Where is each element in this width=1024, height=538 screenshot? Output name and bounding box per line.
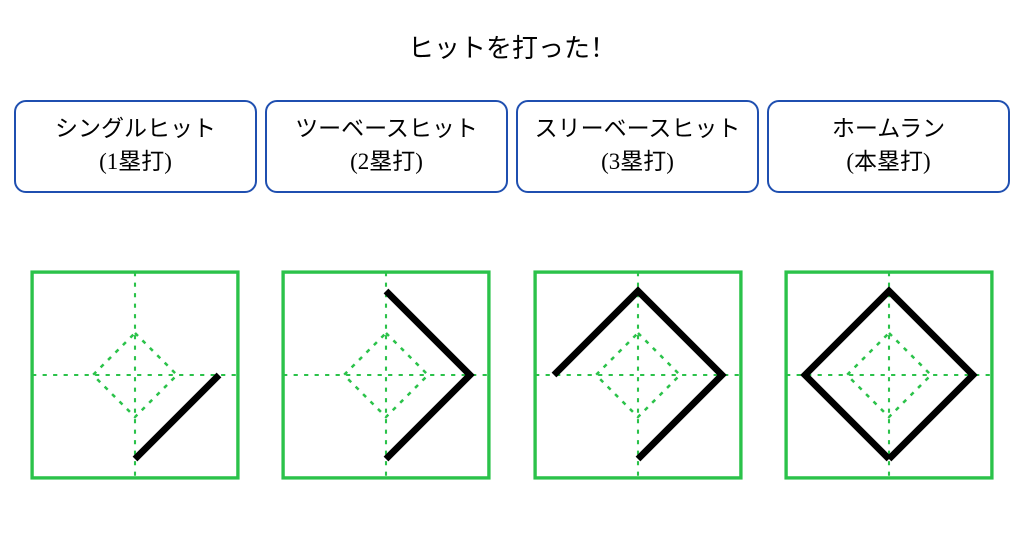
label-double-line2: (2塁打): [350, 149, 423, 174]
label-homerun-line2: (本塁打): [846, 149, 930, 174]
label-triple-line2: (3塁打): [601, 149, 674, 174]
label-single-line1: シングルヒット: [55, 116, 216, 141]
label-double-line1: ツーベースヒット: [295, 116, 478, 141]
label-homerun-line1: ホームラン: [832, 116, 945, 141]
label-single-line2: (1塁打): [99, 149, 172, 174]
page-title: ヒットを打った！: [0, 28, 1024, 65]
diagram-row: [30, 270, 994, 480]
label-homerun: ホームラン (本塁打): [767, 100, 1010, 193]
label-triple: スリーベースヒット (3塁打): [516, 100, 759, 193]
diagram-triple: [533, 270, 743, 480]
label-row: シングルヒット (1塁打) ツーベースヒット (2塁打) スリーベースヒット (…: [14, 100, 1010, 193]
label-double: ツーベースヒット (2塁打): [265, 100, 508, 193]
label-single: シングルヒット (1塁打): [14, 100, 257, 193]
diagram-double: [281, 270, 491, 480]
diagram-single: [30, 270, 240, 480]
diagram-homerun: [784, 270, 994, 480]
label-triple-line1: スリーベースヒット: [535, 116, 741, 141]
